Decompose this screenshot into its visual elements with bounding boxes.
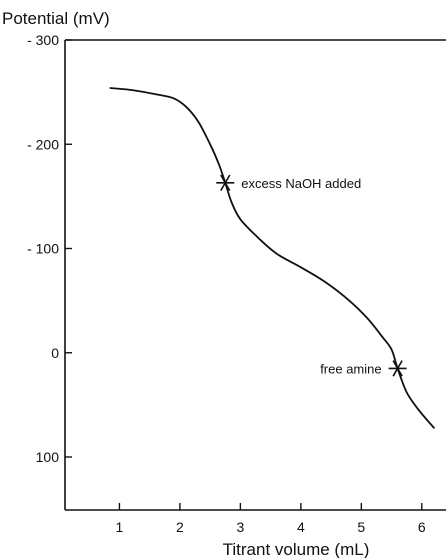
asterisk-marker <box>388 360 407 377</box>
x-tick-label: 1 <box>116 519 124 535</box>
y-tick-label: - 300 <box>27 32 59 48</box>
series-line <box>109 87 435 429</box>
series-group <box>109 87 435 429</box>
ticks: - 300 - 200 - 100 0 100 1 2 3 4 5 6 <box>27 32 426 535</box>
asterisk-stroke <box>220 174 231 192</box>
axes <box>64 39 446 511</box>
annotation-label: excess NaOH added <box>241 176 361 191</box>
y-tick-label: 0 <box>51 345 59 361</box>
asterisk-stroke <box>392 360 403 377</box>
annotation-label: free amine <box>320 361 381 376</box>
x-axis-title: Titrant volume (mL) <box>223 540 370 558</box>
x-tick-label: 6 <box>418 519 426 535</box>
y-tick-label: 100 <box>36 449 60 465</box>
y-tick-label: - 200 <box>27 136 59 152</box>
x-tick-label: 2 <box>176 519 184 535</box>
x-tick-label: 5 <box>357 519 365 535</box>
x-tick-label: 4 <box>297 519 305 535</box>
annotations: excess NaOH added free amine <box>216 174 407 377</box>
y-tick-label: - 100 <box>27 241 59 257</box>
x-tick-label: 3 <box>236 519 244 535</box>
y-axis-title: Potential (mV) <box>2 9 110 28</box>
asterisk-marker <box>216 174 235 192</box>
